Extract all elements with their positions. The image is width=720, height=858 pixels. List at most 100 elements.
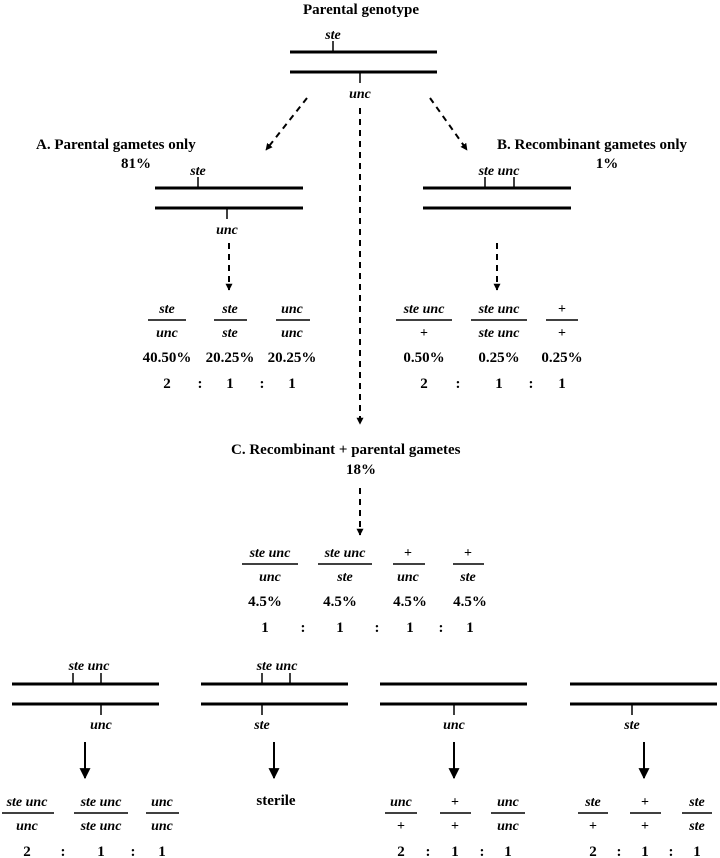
genotype-top: ste unc (249, 546, 292, 561)
genotype-top: ste unc (324, 546, 367, 561)
genotype-top: ste (688, 795, 705, 810)
ratio-value: 1 (406, 620, 414, 636)
genotype-fraction: ste + 2 (578, 795, 608, 858)
genotype-top: + (641, 795, 649, 810)
dashed-arrow-to-b (429, 97, 468, 151)
genotype-bottom: ste (336, 570, 353, 585)
section-b-label: B. Recombinant gametes only (497, 137, 687, 153)
genotype-bottom: + (451, 819, 459, 834)
section-a-percent: 81% (121, 156, 151, 172)
ratio-value: 1 (451, 844, 459, 858)
bottom-genotypes-1: ste unc unc 2 ste unc ste unc 1 unc unc … (2, 795, 179, 858)
genotype-bottom: unc (397, 570, 420, 585)
ratio-separator: : (617, 844, 622, 858)
genotype-fraction: ste unc ste unc 0.25% 1 (471, 302, 527, 392)
genotype-top: unc (281, 302, 304, 317)
genotype-bottom: ste (459, 570, 476, 585)
genotype-percent: 0.25% (541, 350, 582, 366)
genotype-fraction: ste unc ste unc 1 (74, 795, 128, 858)
section-a-label: A. Parental gametes only (36, 137, 196, 153)
sterile-label: sterile (256, 793, 295, 809)
genotype-bottom: + (589, 819, 597, 834)
ratio-value: 1 (158, 844, 166, 858)
genotype-top: ste unc (403, 302, 446, 317)
genotype-fraction: unc + 2 (385, 795, 417, 858)
dashed-arrow-to-a (265, 97, 308, 151)
ratio-value: 2 (420, 376, 428, 392)
genotype-bottom: + (397, 819, 405, 834)
ratio-value: 2 (23, 844, 31, 858)
genotype-bottom: unc (16, 819, 39, 834)
genotype-fraction: + ste 4.5% 1 (453, 546, 487, 636)
genotypes-a: ste unc 40.50% 2 ste ste 20.25% 1 unc un… (143, 302, 317, 392)
bottom-chromosome-3: unc (380, 682, 527, 780)
genotype-bottom: + (641, 819, 649, 834)
genotype-bottom: unc (259, 570, 282, 585)
genotype-top: ste unc (6, 795, 49, 810)
genotype-top: unc (151, 795, 174, 810)
allele-label: ste (253, 718, 270, 733)
bottom-chromosome-1: ste unc unc (12, 659, 159, 780)
ratio-value: 1 (97, 844, 105, 858)
ratio-value: 1 (693, 844, 701, 858)
genotype-top: + (464, 546, 472, 561)
genotype-fraction: ste unc 40.50% 2 (143, 302, 192, 392)
genotype-fraction: + unc 4.5% 1 (393, 546, 427, 636)
genotype-fraction: ste ste 20.25% 1 (206, 302, 255, 392)
page-title: Parental genotype (303, 2, 419, 18)
bottom-genotypes-4: ste + 2 + + 1 ste ste 1 : : (578, 795, 712, 858)
ratio-separator: : (375, 620, 380, 636)
bottom-genotypes-3: unc + 2 + + 1 unc unc 1 : : (385, 795, 525, 858)
ratio-separator: : (61, 844, 66, 858)
ratio-value: 1 (466, 620, 474, 636)
ratio-value: 1 (504, 844, 512, 858)
genotype-percent: 4.5% (323, 594, 357, 610)
ratio-value: 2 (589, 844, 597, 858)
genotype-bottom: unc (281, 326, 304, 341)
genotype-bottom: + (558, 326, 566, 341)
genotype-top: unc (497, 795, 520, 810)
genotype-percent: 4.5% (248, 594, 282, 610)
genotype-bottom: ste (688, 819, 705, 834)
genotype-fraction: ste unc ste 4.5% 1 (318, 546, 372, 636)
ratio-separator: : (198, 376, 203, 392)
allele-label: ste (324, 28, 341, 43)
ratio-separator: : (529, 376, 534, 392)
ratio-separator: : (480, 844, 485, 858)
ratio-value: 1 (336, 620, 344, 636)
ratio-separator: : (439, 620, 444, 636)
ratio-separator: : (260, 376, 265, 392)
bottom-chromosome-2: ste unc ste sterile (201, 659, 348, 809)
ratio-value: 1 (641, 844, 649, 858)
allele-label: ste (189, 164, 206, 179)
section-b-percent: 1% (596, 156, 619, 172)
genotype-percent: 20.25% (268, 350, 317, 366)
allele-label: ste unc (256, 659, 299, 674)
genotype-fraction: unc unc 1 (146, 795, 179, 858)
genotype-percent: 4.5% (453, 594, 487, 610)
genotype-top: ste (221, 302, 238, 317)
genotype-fraction: + + 1 (630, 795, 661, 858)
genotype-percent: 40.50% (143, 350, 192, 366)
ratio-value: 1 (495, 376, 503, 392)
ratio-separator: : (131, 844, 136, 858)
genotype-fraction: unc unc 1 (491, 795, 525, 858)
allele-label: ste unc (68, 659, 111, 674)
genotype-bottom: + (420, 326, 428, 341)
genotype-fraction: + + 1 (440, 795, 471, 858)
genotypes-b: ste unc + 0.50% 2 ste unc ste unc 0.25% … (396, 302, 583, 392)
bottom-chromosome-4: ste (570, 682, 717, 780)
genotype-top: ste unc (478, 302, 521, 317)
ratio-value: 2 (397, 844, 405, 858)
ratio-value: 2 (163, 376, 171, 392)
genotype-fraction: ste unc unc 4.5% 1 (242, 546, 298, 636)
genotype-bottom: unc (151, 819, 174, 834)
allele-label: unc (216, 223, 239, 238)
genotype-bottom: unc (156, 326, 179, 341)
genotype-percent: 0.25% (478, 350, 519, 366)
section-b: B. Recombinant gametes only 1% ste unc (423, 137, 687, 291)
genotype-bottom: ste unc (478, 326, 521, 341)
ratio-separator: : (426, 844, 431, 858)
genotype-percent: 0.50% (403, 350, 444, 366)
